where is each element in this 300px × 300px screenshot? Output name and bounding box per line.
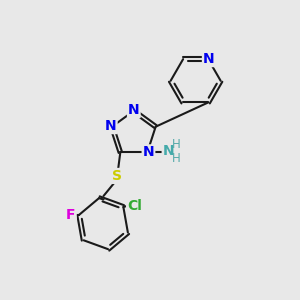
Text: S: S: [112, 169, 122, 183]
Text: N: N: [203, 52, 214, 66]
Text: N: N: [105, 119, 117, 133]
Text: N: N: [128, 103, 140, 117]
Text: H: H: [172, 152, 181, 165]
Text: Cl: Cl: [127, 199, 142, 212]
Text: F: F: [66, 208, 76, 222]
Text: N: N: [163, 144, 174, 158]
Text: N: N: [143, 146, 154, 159]
Text: H: H: [172, 138, 181, 151]
